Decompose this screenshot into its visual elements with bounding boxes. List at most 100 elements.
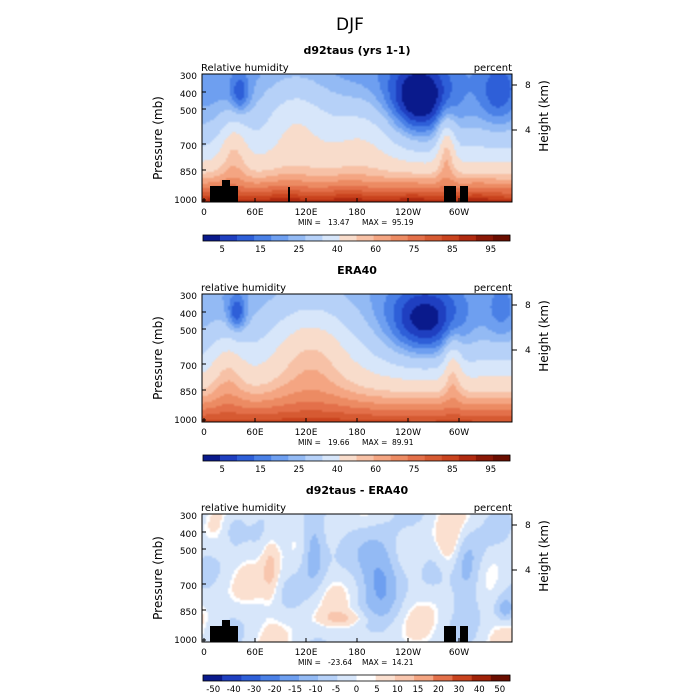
colorbar-swatch bbox=[322, 235, 340, 241]
terrain-block bbox=[222, 180, 230, 202]
terrain-block bbox=[230, 626, 238, 642]
colorbar-swatch bbox=[203, 235, 221, 241]
terrain-block bbox=[288, 187, 290, 202]
colorbar-label: -50 bbox=[206, 685, 220, 695]
colorbar-swatch bbox=[237, 455, 255, 461]
colorbar-swatch bbox=[222, 675, 242, 681]
colorbar-swatch bbox=[458, 455, 477, 461]
colorbar-label: 95 bbox=[485, 465, 496, 475]
colorbar-swatch bbox=[424, 235, 443, 241]
colorbar-label: 75 bbox=[409, 245, 420, 255]
y-tick-label: 500 bbox=[180, 547, 197, 557]
colorbar-swatch bbox=[356, 675, 376, 681]
colorbar-label: 5 bbox=[219, 245, 224, 255]
y-axis-label: Pressure (mb) bbox=[151, 536, 165, 620]
heatmap-field bbox=[202, 294, 512, 422]
y-tick-label: 1000 bbox=[174, 416, 197, 426]
colorbar-swatch bbox=[279, 675, 300, 681]
colorbar-swatch bbox=[390, 455, 408, 461]
y-tick-label: 850 bbox=[180, 168, 197, 178]
y2-axis-label: Height (km) bbox=[537, 520, 551, 591]
units-label: percent bbox=[474, 283, 512, 294]
colorbar-label: -30 bbox=[247, 685, 261, 695]
colorbar-label: 60 bbox=[370, 245, 381, 255]
variable-label: relative humidity bbox=[201, 283, 286, 294]
x-tick-label: 60E bbox=[246, 208, 263, 218]
y-axis-label: Pressure (mb) bbox=[151, 316, 165, 400]
x-tick-label: 120W bbox=[395, 648, 421, 658]
x-tick-label: 180 bbox=[348, 208, 365, 218]
y2-axis-label: Height (km) bbox=[537, 300, 551, 371]
x-tick-label: 180 bbox=[348, 428, 365, 438]
colorbar-swatch bbox=[375, 675, 396, 681]
colorbar-label: 25 bbox=[294, 465, 305, 475]
colorbar-label: 5 bbox=[219, 465, 224, 475]
colorbar-label: 40 bbox=[332, 245, 343, 255]
y-tick-label: 700 bbox=[180, 362, 197, 372]
x-tick-label: 120W bbox=[395, 428, 421, 438]
x-tick-label: 120E bbox=[295, 648, 318, 658]
colorbar-label: 40 bbox=[474, 685, 485, 695]
y2-tick-label: 4 bbox=[525, 566, 531, 576]
variable-label: Relative humidity bbox=[201, 63, 289, 74]
y-tick-label: 400 bbox=[180, 530, 197, 540]
y2-tick-label: 4 bbox=[525, 126, 531, 136]
colorbar-swatch bbox=[322, 455, 340, 461]
colorbar-label: 15 bbox=[255, 245, 266, 255]
colorbar-swatch bbox=[390, 235, 408, 241]
colorbar-swatch bbox=[271, 455, 289, 461]
colorbar-swatch bbox=[471, 675, 492, 681]
y-tick-label: 1000 bbox=[174, 636, 197, 646]
y-tick-label: 500 bbox=[180, 107, 197, 117]
y2-tick-label: 8 bbox=[525, 301, 531, 311]
y2-axis-label: Height (km) bbox=[537, 80, 551, 151]
colorbar-swatch bbox=[318, 675, 338, 681]
colorbar-frame bbox=[202, 454, 511, 462]
colorbar-swatch bbox=[424, 455, 443, 461]
y-tick-label: 500 bbox=[180, 327, 197, 337]
colorbar-label: -10 bbox=[309, 685, 323, 695]
max-value: 14.21 bbox=[392, 658, 414, 667]
colorbar-swatch bbox=[475, 455, 494, 461]
colorbar-swatch bbox=[337, 675, 357, 681]
colorbar-label: -15 bbox=[288, 685, 302, 695]
colorbar-label: 85 bbox=[447, 245, 458, 255]
min-value: 19.66 bbox=[328, 438, 350, 447]
colorbar-label: 5 bbox=[374, 685, 379, 695]
colorbar-frame bbox=[202, 674, 511, 682]
colorbar-swatch bbox=[298, 675, 319, 681]
colorbar-label: 15 bbox=[412, 685, 423, 695]
colorbar-swatch bbox=[373, 235, 391, 241]
y-tick-label: 1000 bbox=[174, 196, 197, 206]
colorbar-label: 10 bbox=[392, 685, 403, 695]
max-value: 95.19 bbox=[392, 218, 414, 227]
y2-tick-label: 4 bbox=[525, 346, 531, 356]
x-tick-label: 60E bbox=[246, 648, 263, 658]
x-tick-label: 60W bbox=[449, 648, 469, 658]
x-tick-label: 0 bbox=[201, 208, 207, 218]
colorbar-label: 30 bbox=[453, 685, 464, 695]
min-label: MIN = bbox=[298, 438, 321, 447]
x-tick-label: 60W bbox=[449, 428, 469, 438]
colorbar-swatch bbox=[414, 675, 434, 681]
colorbar-label: 0 bbox=[354, 685, 359, 695]
colorbar-swatch bbox=[339, 455, 357, 461]
colorbar-label: 20 bbox=[433, 685, 444, 695]
terrain-block bbox=[210, 186, 224, 202]
colorbar-swatch bbox=[203, 675, 223, 681]
colorbar-label: -5 bbox=[332, 685, 340, 695]
x-tick-label: 180 bbox=[348, 648, 365, 658]
y-tick-label: 300 bbox=[180, 512, 197, 522]
max-label: MAX = bbox=[362, 658, 387, 667]
terrain-block bbox=[444, 626, 456, 642]
colorbar-swatch bbox=[452, 675, 472, 681]
colorbar-label: 95 bbox=[485, 245, 496, 255]
colorbar-swatch bbox=[203, 455, 221, 461]
colorbar-label: 60 bbox=[370, 465, 381, 475]
min-label: MIN = bbox=[298, 218, 321, 227]
x-tick-label: 60W bbox=[449, 208, 469, 218]
y-tick-label: 700 bbox=[180, 582, 197, 592]
colorbar-swatch bbox=[260, 675, 281, 681]
panel-1: d92taus (yrs 1-1) Relative humidity percen… bbox=[151, 44, 551, 255]
